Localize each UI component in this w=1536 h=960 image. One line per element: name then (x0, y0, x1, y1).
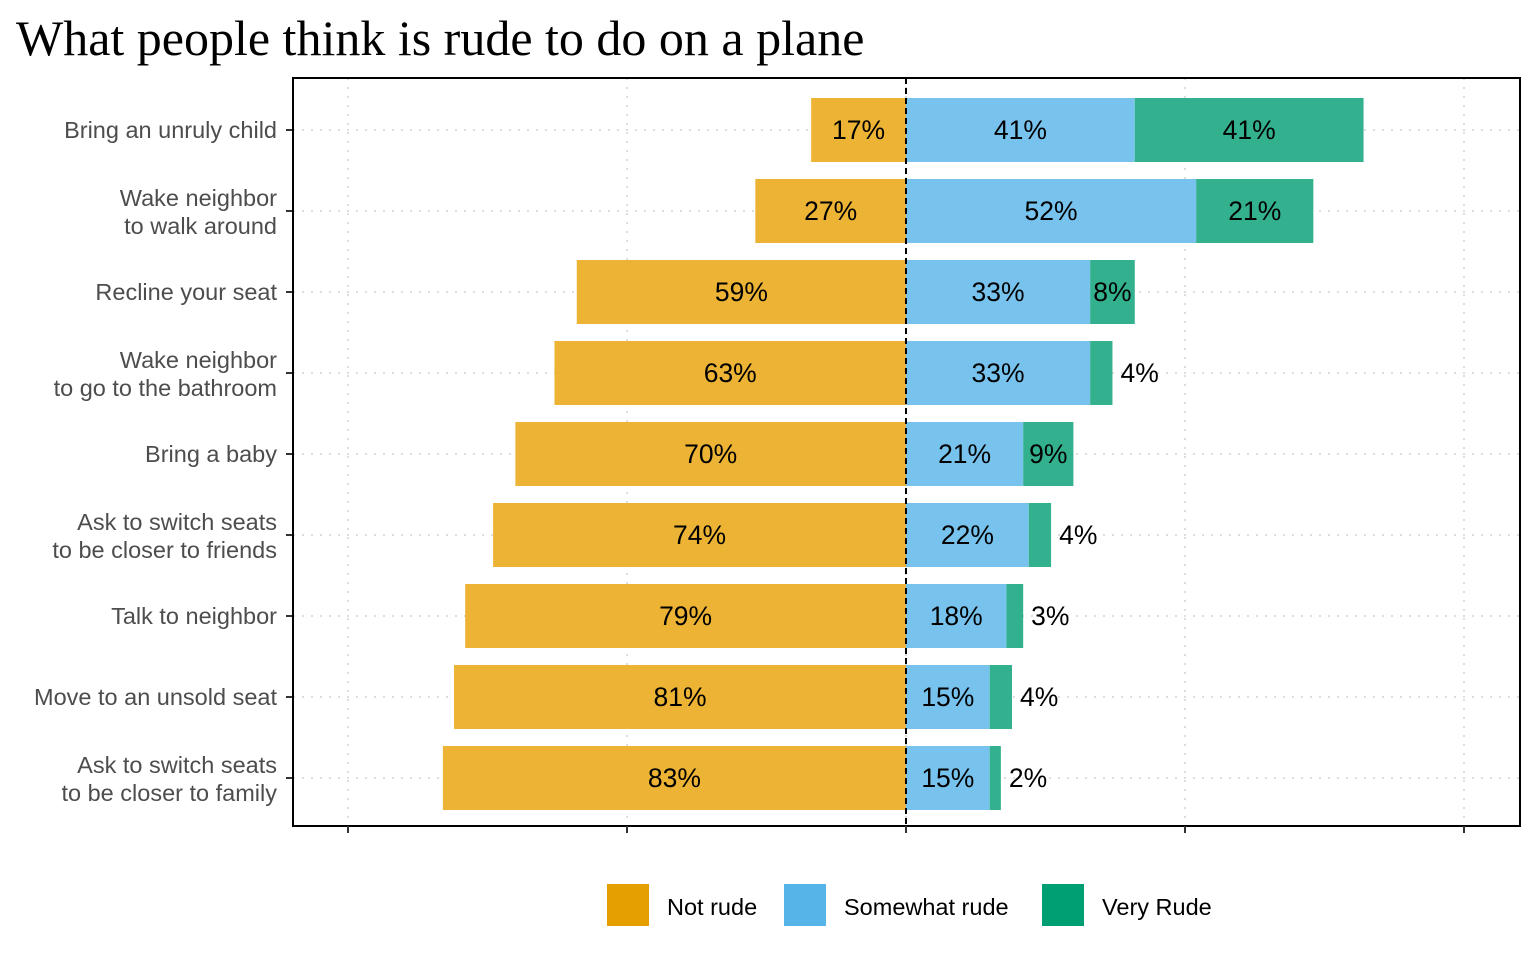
bar-labels-layer: 17% 41% 41% 27% 52% 21% 59% 33% 8% 63% 33% 4% 70% 21%… (648, 115, 1281, 793)
legend-swatch-very-rude (1042, 884, 1084, 926)
category-label: Ask to switch seats to be closer to frien… (52, 509, 277, 563)
category-label: Wake neighbor to walk around (120, 185, 277, 239)
label-not-rude: 63% (704, 358, 757, 388)
bar-somewhat-rude (906, 341, 1091, 405)
bar-not-rude (454, 665, 906, 729)
bar-not-rude (811, 98, 906, 162)
bars-layer (442, 98, 1364, 810)
bar-very-rude (989, 746, 1001, 810)
category-label: Bring an unruly child (64, 117, 277, 143)
bar-somewhat-rude (906, 665, 990, 729)
category-label-line: to be closer to family (61, 780, 277, 806)
category-label-line: Wake neighbor (120, 347, 277, 373)
label-very-rude: 9% (1029, 439, 1067, 469)
category-label-line: Ask to switch seats (77, 509, 277, 535)
label-very-rude: 8% (1093, 277, 1131, 307)
bar-not-rude (493, 503, 906, 567)
label-somewhat-rude: 33% (972, 277, 1025, 307)
category-label: Move to an unsold seat (34, 684, 277, 710)
bar-somewhat-rude (906, 260, 1091, 324)
category-label-line: Ask to switch seats (77, 752, 277, 778)
bar-somewhat-rude (906, 503, 1029, 567)
label-somewhat-rude: 22% (941, 520, 994, 550)
label-not-rude: 59% (715, 277, 768, 307)
bar-not-rude (442, 746, 906, 810)
label-very-rude: 21% (1228, 196, 1281, 226)
bar-not-rude (554, 341, 906, 405)
bar-not-rude (515, 422, 906, 486)
bar-not-rude (755, 179, 906, 243)
label-somewhat-rude: 52% (1025, 196, 1078, 226)
label-very-rude: 4% (1020, 682, 1058, 712)
label-somewhat-rude: 15% (921, 763, 974, 793)
label-not-rude: 81% (653, 682, 706, 712)
bar-very-rude (1134, 98, 1364, 162)
legend-swatch-not-rude (607, 884, 649, 926)
bar-very-rude (1090, 260, 1135, 324)
label-very-rude: 41% (1223, 115, 1276, 145)
label-very-rude: 3% (1031, 601, 1069, 631)
category-label: Recline your seat (95, 279, 277, 305)
chart-title: What people think is rude to do on a pla… (16, 10, 864, 66)
bar-somewhat-rude (906, 584, 1007, 648)
label-very-rude: 4% (1120, 358, 1158, 388)
category-label-line: Wake neighbor (120, 185, 277, 211)
bar-very-rude (1006, 584, 1024, 648)
bar-very-rude (1023, 422, 1074, 486)
legend-label: Somewhat rude (844, 894, 1009, 920)
label-not-rude: 74% (673, 520, 726, 550)
legend-swatch-somewhat-rude (784, 884, 826, 926)
category-label-line: to go to the bathroom (54, 375, 277, 401)
label-not-rude: 17% (832, 115, 885, 145)
label-somewhat-rude: 18% (930, 601, 983, 631)
category-label: Talk to neighbor (111, 603, 277, 629)
label-not-rude: 27% (804, 196, 857, 226)
bar-not-rude (465, 584, 906, 648)
category-label-line: to be closer to friends (52, 537, 277, 563)
label-not-rude: 83% (648, 763, 701, 793)
legend: Not rude Somewhat rude Very Rude (607, 884, 1212, 926)
bar-very-rude (989, 665, 1013, 729)
bar-somewhat-rude (906, 98, 1135, 162)
legend-label: Not rude (667, 894, 757, 920)
label-very-rude: 4% (1059, 520, 1097, 550)
label-not-rude: 79% (659, 601, 712, 631)
category-label: Wake neighbor to go to the bathroom (54, 347, 278, 401)
label-somewhat-rude: 15% (921, 682, 974, 712)
category-label-line: to walk around (124, 213, 277, 239)
label-not-rude: 70% (684, 439, 737, 469)
label-very-rude: 2% (1009, 763, 1047, 793)
bar-somewhat-rude (906, 422, 1024, 486)
bar-very-rude (1196, 179, 1314, 243)
bar-somewhat-rude (906, 746, 990, 810)
label-somewhat-rude: 21% (938, 439, 991, 469)
bar-somewhat-rude (906, 179, 1197, 243)
label-somewhat-rude: 41% (994, 115, 1047, 145)
bar-very-rude (1090, 341, 1113, 405)
bar-not-rude (576, 260, 906, 324)
legend-label: Very Rude (1102, 894, 1212, 920)
category-label: Bring a baby (145, 441, 277, 467)
category-label: Ask to switch seats to be closer to famil… (61, 752, 277, 806)
label-somewhat-rude: 33% (972, 358, 1025, 388)
bar-very-rude (1028, 503, 1052, 567)
